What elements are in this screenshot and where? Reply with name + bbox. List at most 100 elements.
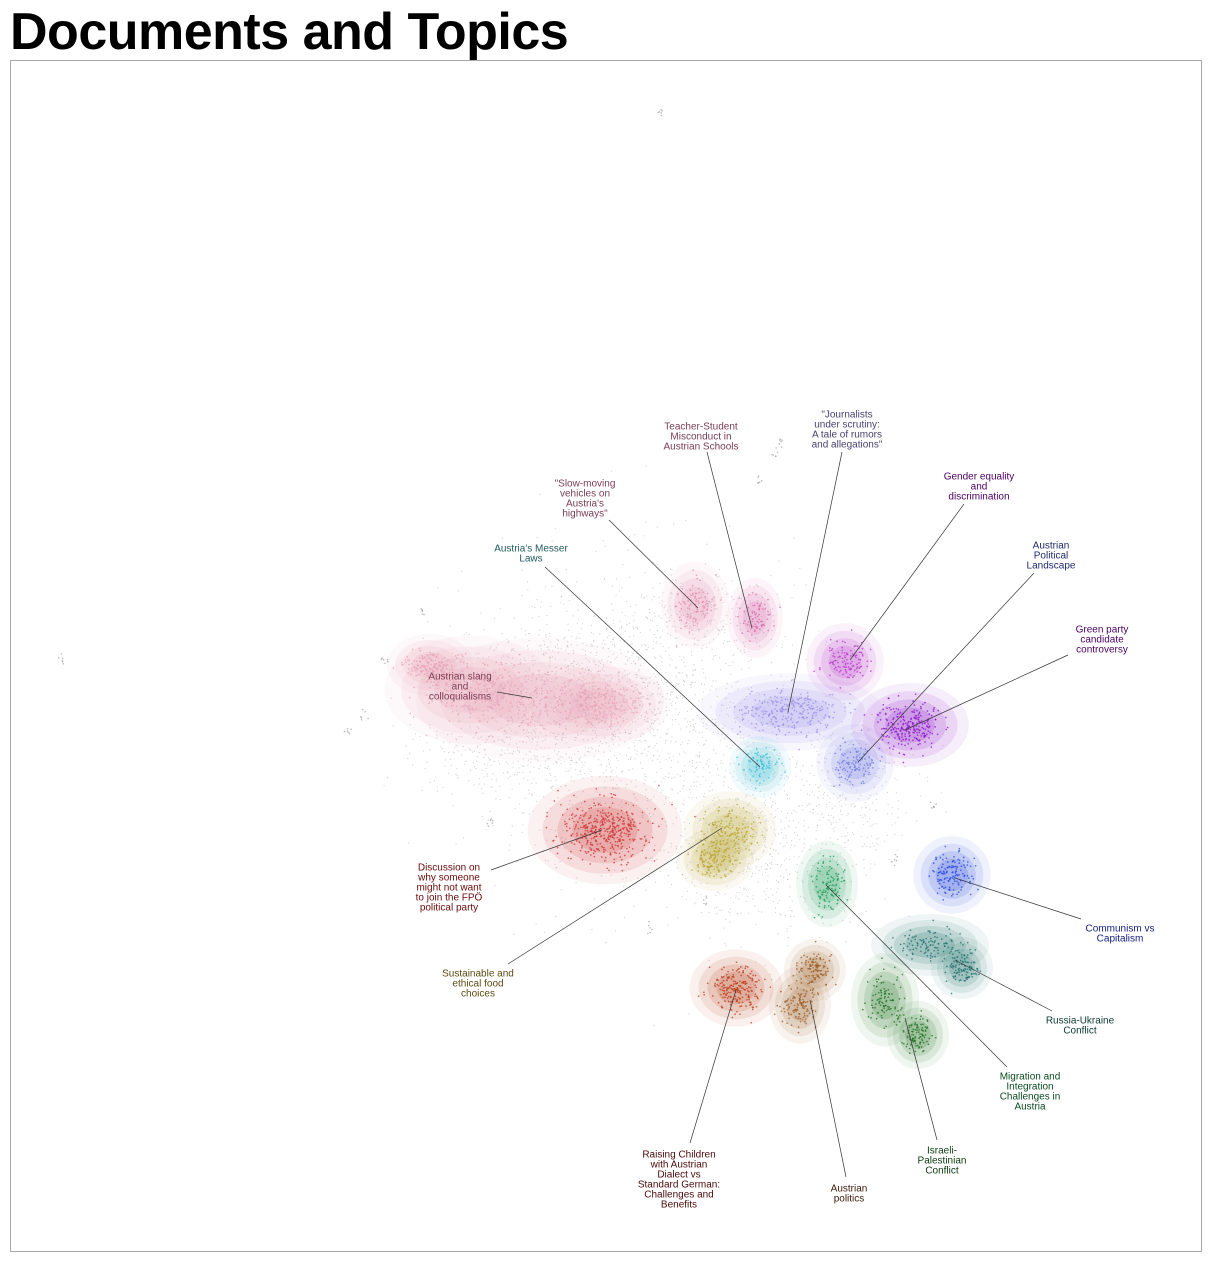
background-point bbox=[649, 682, 651, 684]
background-point bbox=[736, 603, 738, 605]
background-point bbox=[636, 799, 638, 801]
background-point bbox=[770, 806, 773, 808]
background-point bbox=[603, 664, 605, 666]
background-point bbox=[603, 670, 605, 672]
background-point bbox=[429, 724, 431, 726]
background-point bbox=[641, 594, 643, 596]
background-point bbox=[607, 758, 610, 761]
background-point bbox=[593, 756, 595, 758]
document-point bbox=[545, 826, 548, 829]
document-point bbox=[764, 712, 767, 715]
document-point bbox=[764, 710, 766, 712]
background-point bbox=[567, 646, 569, 648]
background-point bbox=[621, 587, 623, 589]
background-point bbox=[729, 772, 731, 774]
background-point bbox=[539, 679, 542, 681]
background-point bbox=[623, 695, 626, 697]
background-point bbox=[696, 780, 698, 783]
background-point bbox=[486, 672, 488, 674]
background-point bbox=[517, 760, 519, 762]
document-point bbox=[599, 821, 602, 823]
background-point bbox=[652, 722, 655, 724]
document-point bbox=[898, 712, 901, 715]
document-point bbox=[851, 783, 854, 786]
document-point bbox=[851, 665, 854, 668]
background-point bbox=[676, 773, 679, 775]
background-point bbox=[840, 799, 842, 801]
cluster-gender-equality bbox=[806, 623, 884, 701]
background-point bbox=[752, 813, 754, 815]
background-point bbox=[555, 761, 557, 763]
document-point bbox=[768, 756, 771, 759]
background-point bbox=[499, 785, 501, 787]
background-point bbox=[654, 745, 656, 747]
background-point bbox=[554, 863, 556, 866]
document-point bbox=[879, 712, 881, 714]
background-point bbox=[834, 805, 836, 807]
document-point bbox=[439, 665, 442, 667]
background-point bbox=[649, 677, 651, 679]
background-point bbox=[659, 870, 661, 872]
background-point bbox=[581, 766, 583, 768]
background-point bbox=[549, 768, 551, 770]
background-point bbox=[637, 877, 639, 880]
background-point bbox=[483, 776, 485, 778]
background-point bbox=[688, 1013, 690, 1015]
background-point bbox=[528, 632, 530, 635]
document-point bbox=[532, 672, 535, 675]
document-point bbox=[638, 704, 641, 707]
background-point bbox=[515, 731, 517, 733]
background-point bbox=[348, 732, 351, 735]
document-point bbox=[577, 827, 580, 830]
background-point bbox=[927, 776, 929, 778]
background-point bbox=[588, 690, 590, 692]
background-point bbox=[752, 895, 754, 897]
background-point bbox=[653, 1024, 655, 1026]
document-point bbox=[597, 699, 600, 702]
document-point bbox=[600, 819, 603, 821]
background-point bbox=[433, 780, 435, 782]
document-point bbox=[881, 738, 884, 741]
document-point bbox=[424, 667, 427, 670]
background-point bbox=[646, 649, 648, 651]
document-point bbox=[914, 693, 917, 696]
document-point bbox=[867, 773, 870, 776]
document-point bbox=[432, 654, 435, 657]
document-point bbox=[751, 610, 754, 613]
document-point bbox=[630, 855, 633, 858]
background-point bbox=[464, 677, 466, 680]
document-point bbox=[787, 725, 790, 727]
document-point bbox=[848, 676, 850, 679]
background-point bbox=[714, 654, 717, 656]
document-point bbox=[922, 754, 924, 757]
document-point bbox=[747, 606, 750, 609]
background-point bbox=[723, 776, 725, 778]
background-point bbox=[580, 773, 582, 776]
document-point bbox=[430, 663, 433, 666]
document-point bbox=[563, 692, 566, 695]
document-point bbox=[751, 706, 754, 708]
background-point bbox=[482, 711, 484, 713]
background-point bbox=[580, 680, 582, 682]
background-point bbox=[796, 763, 798, 766]
background-point bbox=[729, 846, 731, 848]
background-point bbox=[584, 654, 587, 656]
document-point bbox=[762, 713, 765, 716]
background-point bbox=[609, 679, 611, 681]
background-point bbox=[698, 628, 700, 630]
background-point bbox=[894, 853, 897, 856]
document-point bbox=[686, 615, 689, 618]
document-point bbox=[614, 704, 617, 707]
background-point bbox=[604, 737, 606, 739]
background-point bbox=[582, 680, 584, 682]
background-point bbox=[779, 842, 782, 845]
background-point bbox=[788, 820, 791, 822]
background-point bbox=[643, 596, 646, 599]
background-point bbox=[573, 674, 575, 676]
background-point bbox=[620, 710, 622, 712]
document-point bbox=[815, 714, 817, 717]
density-contour bbox=[751, 695, 829, 729]
document-point bbox=[904, 722, 907, 725]
document-point bbox=[888, 707, 891, 709]
